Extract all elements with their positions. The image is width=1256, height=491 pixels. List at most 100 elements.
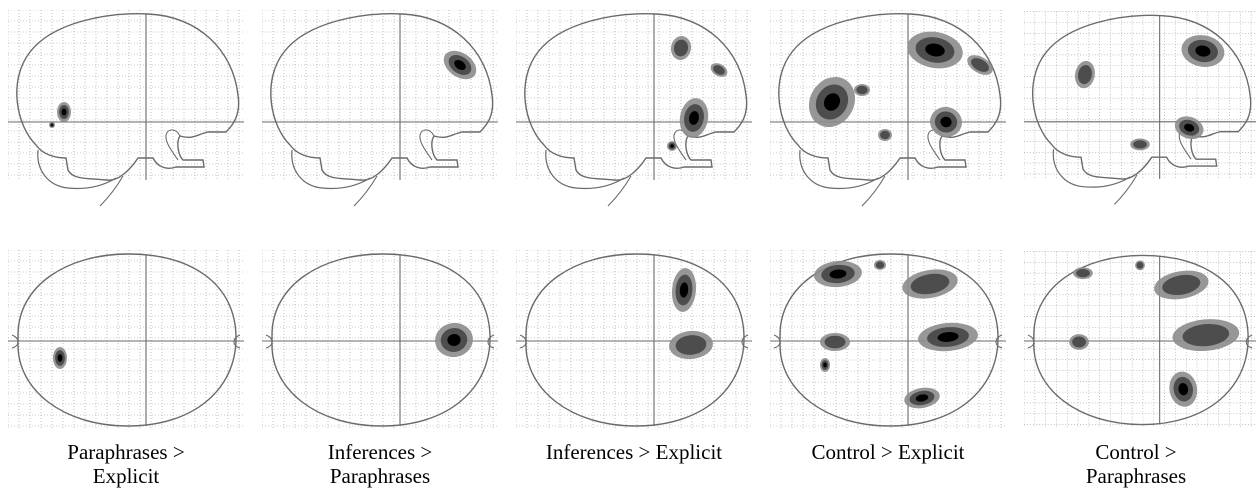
activation-cluster [1135,260,1145,271]
axial-view-control-paraphrases [1024,250,1256,432]
activation-cluster [53,347,67,369]
activation-cluster [918,322,978,352]
cluster-mid [1077,65,1092,85]
grid [262,10,498,180]
notch-right [995,334,1003,349]
brainstem-outline [99,175,124,207]
activation-cluster [820,333,850,351]
grid [1024,11,1256,179]
cluster-mid [856,85,868,95]
activation-cluster [1172,319,1240,352]
cluster-mid [673,39,689,57]
activation-cluster [679,98,709,138]
cerebellum-outline [799,149,879,190]
cerebellum-outline [37,149,117,190]
brain-outline [524,13,748,181]
notch-left [773,334,781,349]
cluster-core [670,144,674,148]
sagittal-view-inferences-explicit [516,10,752,210]
activation-cluster [904,387,940,409]
grid [262,250,498,430]
notch-left [1027,334,1035,349]
cluster-mid [875,261,885,269]
brain-outline [778,13,1002,181]
cluster-core [50,123,54,127]
activation-cluster [710,63,728,77]
cerebellum-outline [1052,149,1131,188]
activation-cluster [967,55,993,75]
cluster-core [1178,383,1189,396]
activation-cluster [808,76,856,128]
sagittal-view-control-paraphrases [1024,10,1256,210]
brainstem-outline [353,175,378,207]
cluster-core [689,111,699,125]
activation-cluster [1169,371,1198,407]
notch-right [487,334,495,349]
axial-view-paraphrases-explicit [8,250,244,432]
axial-view-inferences-paraphrases [262,250,498,432]
caption-control-explicit: Control > Explicit [811,440,965,464]
cluster-core [940,116,952,128]
cluster-mid [1076,269,1090,278]
activation-cluster [902,269,958,299]
notch-left [519,334,527,349]
activation-cluster [670,36,692,60]
sagittal-view-inferences-paraphrases [262,10,498,210]
cluster-core [679,282,689,298]
activation-cluster [1130,138,1150,151]
brain-outline [270,13,494,181]
brain-outline [17,253,237,427]
brain-outline [1032,14,1252,180]
grid [516,10,752,180]
grid [770,250,1006,430]
brainstem-outline [861,175,886,207]
activation-cluster [874,260,886,270]
cluster-core [823,362,827,368]
activation-cluster [669,330,713,360]
axial-view-control-explicit [770,250,1006,432]
grid [770,10,1006,180]
caption-inferences-paraphrases: Inferences > Paraphrases [327,440,433,488]
cluster-core [447,334,461,346]
cerebellum-outline [545,149,625,190]
cluster-core [829,269,847,279]
temporal-outline [419,129,435,161]
cluster-core [61,108,67,116]
temporal-outline [165,129,181,161]
activation-cluster [671,268,697,312]
cluster-mid [713,65,725,75]
cluster-mid [1072,336,1086,348]
cluster-core [1195,45,1211,57]
activation-cluster [667,141,677,151]
cluster-core [915,394,929,402]
activation-cluster [1069,334,1089,350]
brain-outline [1033,254,1249,426]
caption-control-paraphrases: Control > Paraphrases [1085,440,1187,488]
cluster-core [937,332,959,342]
activation-cluster [907,31,963,69]
caption-paraphrases-explicit: Paraphrases > Explicit [67,440,185,488]
activation-cluster [443,50,477,80]
brainstem-outline [607,175,632,207]
notch-right [1245,334,1253,349]
brainstem-outline [1114,174,1138,205]
cluster-core [454,60,466,70]
caption-inferences-explicit: Inferences > Explicit [545,440,723,464]
notch-left [265,334,273,349]
activation-cluster [1074,60,1095,89]
cluster-core [823,93,841,111]
activation-cluster [854,84,870,96]
activation-cluster [435,322,473,358]
notch-left [11,334,19,349]
activation-cluster [1073,267,1093,280]
sagittal-view-paraphrases-explicit [8,10,244,210]
cluster-mid [1133,140,1147,149]
activation-cluster [814,260,862,288]
activation-cluster [57,102,71,122]
cluster-core [57,354,63,362]
activation-cluster [1181,35,1225,67]
axial-view-inferences-explicit [516,250,752,432]
brain-outline [16,13,240,181]
grid [8,250,244,430]
cluster-mid [1182,323,1230,347]
